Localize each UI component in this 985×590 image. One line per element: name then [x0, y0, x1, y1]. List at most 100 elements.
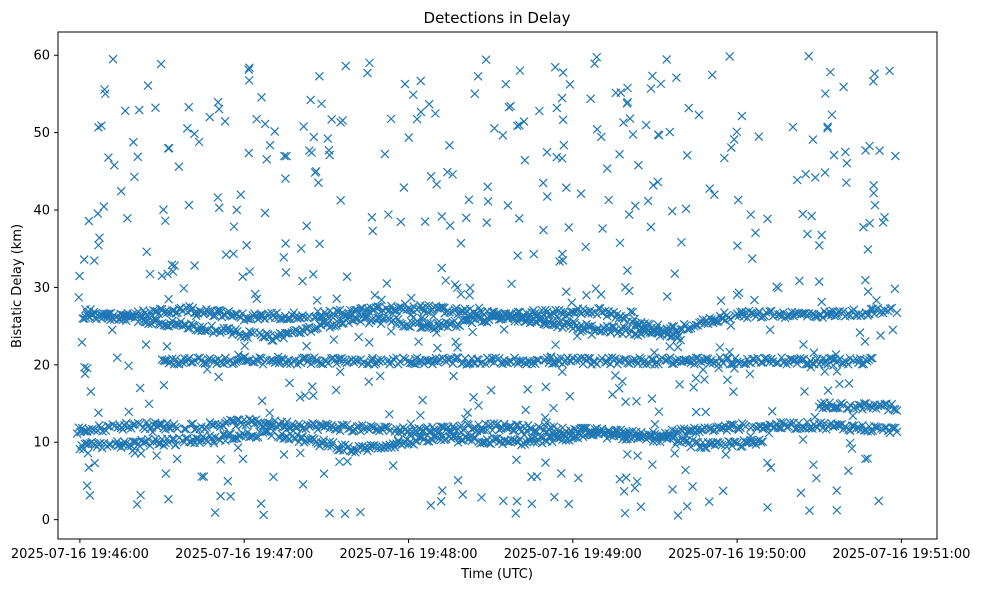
data-point	[827, 110, 837, 120]
data-point	[368, 226, 378, 236]
data-point	[376, 319, 386, 329]
data-point	[681, 204, 691, 214]
data-point	[86, 387, 96, 397]
data-point	[792, 424, 802, 434]
data-point	[238, 272, 248, 282]
data-point	[107, 325, 117, 335]
data-point	[751, 228, 760, 238]
data-point	[337, 440, 347, 450]
data-point	[315, 239, 325, 249]
data-point	[307, 148, 317, 158]
data-point	[244, 63, 254, 73]
data-point	[437, 486, 447, 496]
data-point	[641, 120, 651, 130]
data-point	[156, 59, 166, 69]
data-point	[558, 68, 568, 77]
data-point	[632, 396, 641, 406]
data-point	[842, 158, 852, 168]
data-point	[415, 410, 425, 420]
data-point	[691, 373, 701, 383]
data-point	[256, 353, 266, 363]
x-tick-label: 2025-07-16 19:46:00	[11, 547, 149, 562]
data-point	[226, 492, 235, 501]
data-point	[128, 137, 138, 147]
data-point	[255, 310, 265, 320]
data-point	[461, 213, 471, 223]
data-point	[364, 338, 374, 347]
data-point	[503, 201, 513, 210]
data-point	[469, 392, 479, 402]
data-point	[625, 114, 635, 124]
data-point	[604, 353, 614, 363]
data-point	[507, 279, 516, 289]
data-point	[863, 245, 873, 254]
data-point	[297, 324, 307, 334]
data-point	[866, 353, 876, 363]
data-point	[475, 425, 485, 435]
data-point	[244, 148, 254, 158]
data-point	[857, 404, 867, 414]
data-point	[473, 71, 483, 81]
data-point	[190, 308, 199, 318]
data-point	[335, 367, 345, 377]
data-point	[281, 267, 291, 277]
data-point	[763, 214, 772, 224]
data-point	[643, 196, 653, 206]
data-point	[197, 472, 207, 482]
data-point	[588, 325, 598, 335]
data-point	[880, 399, 890, 409]
data-point	[602, 164, 612, 174]
data-point	[386, 114, 396, 124]
data-point	[151, 103, 160, 113]
data-point	[213, 193, 223, 202]
data-point	[125, 312, 135, 322]
data-point	[429, 431, 439, 441]
data-point	[549, 403, 558, 413]
data-point	[255, 353, 265, 363]
data-point	[302, 341, 312, 351]
data-point	[74, 292, 84, 302]
data-point	[800, 386, 809, 396]
data-point	[279, 450, 289, 459]
data-point	[84, 463, 94, 473]
data-point	[725, 52, 735, 61]
data-point	[570, 432, 579, 442]
data-point	[368, 314, 377, 324]
data-point	[700, 443, 710, 452]
data-point	[512, 121, 522, 131]
data-point	[515, 356, 525, 366]
data-point	[260, 208, 270, 218]
y-axis-label: Bistatic Delay (km)	[10, 224, 25, 348]
data-point	[649, 348, 659, 357]
data-point	[479, 425, 489, 435]
data-point	[109, 160, 119, 170]
data-point	[535, 432, 545, 442]
data-point	[565, 391, 575, 401]
data-point	[361, 313, 371, 323]
data-point	[416, 76, 426, 86]
data-point	[256, 499, 266, 509]
data-point	[746, 431, 755, 441]
data-point	[199, 472, 209, 481]
data-point	[231, 421, 241, 431]
data-point	[662, 54, 672, 64]
data-point	[116, 186, 126, 196]
data-point	[712, 317, 721, 327]
data-point	[869, 188, 879, 198]
data-point	[552, 433, 562, 443]
data-point	[869, 180, 879, 190]
data-point	[741, 422, 751, 431]
data-point	[258, 359, 268, 369]
data-point	[386, 326, 396, 336]
data-point	[610, 370, 620, 380]
data-point	[279, 252, 289, 262]
data-point	[676, 237, 686, 247]
data-point	[717, 440, 727, 450]
data-point	[280, 328, 290, 338]
data-point	[167, 434, 177, 444]
data-point	[268, 472, 278, 482]
data-point	[308, 391, 318, 401]
data-point	[80, 362, 89, 372]
y-tick-label: 50	[33, 126, 50, 141]
data-point	[798, 209, 808, 219]
